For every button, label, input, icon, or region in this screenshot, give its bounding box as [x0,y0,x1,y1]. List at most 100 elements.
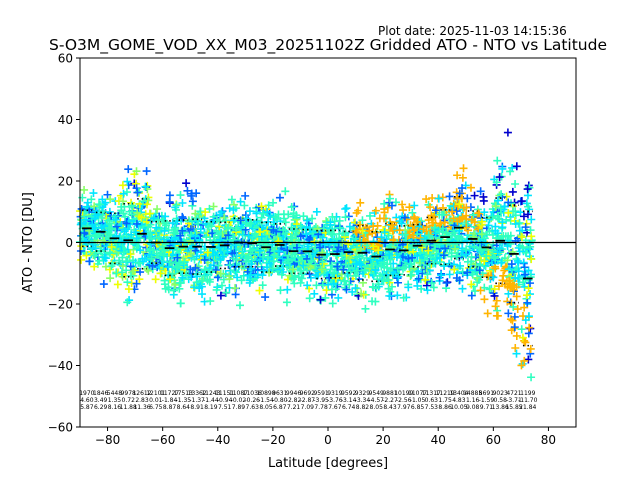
scatter-point [77,204,86,213]
scatter-point [423,251,432,260]
scatter-point [511,219,520,228]
scatter-point [327,261,336,270]
scatter-point [222,288,231,297]
scatter-point [216,269,225,278]
bin-count-label: 9319 [327,390,342,397]
scatter-point [340,276,349,285]
scatter-point [410,213,419,222]
scatter-point [316,243,325,252]
x-tick-label: 0 [324,433,332,447]
x-axis: −80 −60 −40 −20 0 20 40 60 80 [95,427,556,447]
scatter-point [122,219,131,228]
scatter-point [490,291,499,300]
scatter-point [155,233,164,242]
scatter-point [372,284,381,293]
scatter-point [476,286,485,295]
scatter-point [175,243,184,252]
scatter-point [500,202,509,211]
scatter-point [93,210,102,219]
bin-mean-label: 1.75 [438,397,452,404]
scatter-point [214,230,223,239]
scatter-point [504,309,513,318]
scatter-point [165,197,174,206]
scatter-point [524,355,533,364]
scatter-point [436,219,445,228]
scatter-point [241,191,250,200]
scatter-point [211,265,220,274]
scatter-point [107,242,116,251]
scatter-point [493,214,502,223]
scatter-point [519,258,528,267]
scatter-point [503,297,512,306]
bin-mean-label: -0.94 [217,397,233,404]
scatter-point [398,200,407,209]
scatter-point [458,173,467,182]
scatter-point [410,226,419,235]
scatter-point [183,186,192,195]
scatter-point [512,349,521,358]
scatter-point [445,192,454,201]
scatter-point [421,239,430,248]
scatter-point [225,275,234,284]
scatter-point [280,214,289,223]
bin-std-label: 7.09 [301,404,315,411]
scatter-point [269,198,278,207]
scatter-point [242,214,251,223]
scatter-point [439,251,448,260]
scatter-point [321,293,330,302]
scatter-point [168,219,177,228]
scatter-point [412,217,421,226]
scatter-point [395,216,404,225]
scatter-point [517,197,526,206]
scatter-point [311,223,320,232]
scatter-point [89,189,98,198]
scatter-point [192,252,201,261]
scatter-point [107,262,116,271]
scatter-point [136,246,145,255]
scatter-point [365,226,374,235]
scatter-point [342,285,351,294]
scatter-point [470,242,479,251]
scatter-point [82,215,91,224]
scatter-point [188,216,197,225]
scatter-point [518,333,527,342]
bin-std-label: 7.51 [218,404,232,411]
scatter-point [277,270,286,279]
scatter-point [186,265,195,274]
scatter-point [357,260,366,269]
scatter-point [523,291,532,300]
scatter-point [384,231,393,240]
y-tick-label: 40 [58,113,73,127]
bin-mean-label: -4.57 [368,397,384,404]
scatter-point [469,210,478,219]
bin-count-label: 9023 [493,390,508,397]
scatter-point [160,226,169,235]
scatter-point [118,262,127,271]
scatter-point [133,208,142,217]
scatter-point [146,240,155,249]
scatter-point [112,269,121,278]
scatter-point [296,266,305,275]
scatter-point [516,231,525,240]
bin-std-label: 6.74 [342,404,356,411]
scatter-point [281,187,290,196]
scatter-point [175,260,184,269]
scatter-point [289,275,298,284]
scatter-point [317,265,326,274]
bin-std-label: 11.36 [133,404,150,411]
scatter-point [435,240,444,249]
scatter-point [441,244,450,253]
scatter-point [458,246,467,255]
scatter-point [192,189,201,198]
scatter-point [358,216,367,225]
scatter-point [458,184,467,193]
scatter-point [332,234,341,243]
scatter-point [231,223,240,232]
scatter-point [452,251,461,260]
scatter-point [497,190,506,199]
scatter-point [328,212,337,221]
bin-std-label: 10.05 [450,404,467,411]
scatter-point [352,266,361,275]
scatter-point [527,215,536,224]
scatter-point [455,200,464,209]
